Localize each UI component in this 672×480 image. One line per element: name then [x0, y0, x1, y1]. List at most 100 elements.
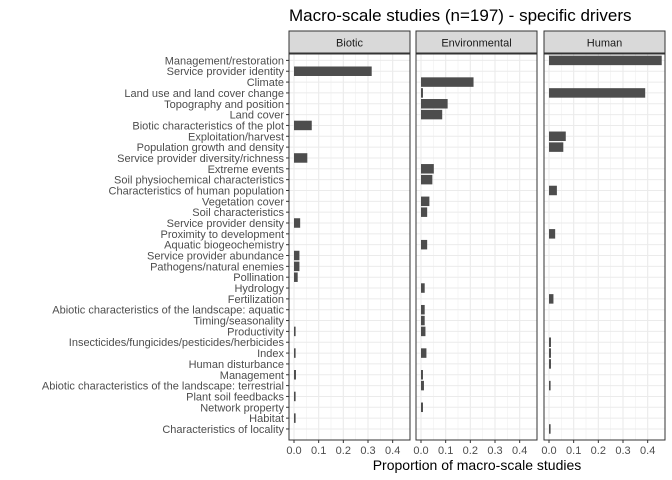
bar: [294, 218, 301, 228]
category-label: Pollination: [233, 272, 284, 284]
bar: [549, 424, 551, 434]
panel-border: [415, 53, 538, 441]
bar: [421, 370, 423, 380]
category-label: Topography and position: [164, 99, 284, 111]
bar: [549, 55, 662, 66]
bar: [549, 131, 566, 142]
bar: [421, 283, 425, 293]
bar: [421, 304, 425, 315]
category-label: Population growth and density: [137, 142, 285, 154]
x-tick-label: 0.0: [286, 445, 301, 457]
category-label: Service provider abundance: [147, 251, 284, 263]
bar: [549, 229, 556, 239]
category-label: Characteristics of locality: [162, 424, 284, 436]
x-tick-label: 0.2: [336, 445, 351, 457]
category-label: Index: [257, 348, 284, 360]
category-label: Service provider identity: [167, 66, 285, 78]
category-label: Abiotic characteristics of the landscape…: [42, 381, 284, 393]
bar: [294, 120, 312, 131]
bar: [294, 391, 296, 402]
bar: [549, 88, 646, 98]
bar: [421, 196, 430, 207]
bar: [549, 142, 564, 152]
x-tick-label: 0.1: [566, 445, 581, 457]
category-label: Fertilization: [228, 294, 284, 306]
bar: [549, 294, 554, 304]
facet-panel: Human 0.0 0.1 0.2 0.3 0.4: [541, 30, 666, 457]
bar: [294, 250, 300, 261]
bar: [294, 153, 308, 163]
bar: [294, 348, 296, 358]
x-tick-label: 0.0: [541, 445, 556, 457]
category-label: Service provider density: [167, 218, 285, 230]
facet-panel: Environmental 0.0 0.1 0.2 0.3 0.4: [413, 30, 538, 457]
bar: [294, 413, 296, 423]
category-label: Vegetation cover: [202, 196, 284, 208]
category-label: Hydrology: [234, 283, 284, 295]
category-label: Extreme events: [208, 164, 285, 176]
facet-panels: Biotic 0.0 0.1 0.2 0.3 0.4 Environmental 0.0 0.1…: [286, 30, 666, 457]
bar: [549, 337, 551, 347]
facet-strip: [415, 30, 538, 54]
bar: [549, 380, 551, 391]
panel-border: [288, 53, 411, 441]
bar: [421, 99, 448, 109]
bar: [421, 380, 424, 391]
bar: [421, 348, 427, 358]
category-label: Human disturbance: [189, 359, 284, 371]
category-label: Pathogens/natural enemies: [150, 261, 284, 273]
category-label: Climate: [247, 77, 284, 89]
category-label: Abiotic characteristics of the landscape…: [52, 305, 284, 317]
bar: [294, 326, 296, 337]
facet-strip-label: Biotic: [336, 38, 363, 50]
bar: [421, 88, 423, 98]
category-label: Biotic characteristics of the plot: [132, 120, 284, 132]
bar: [294, 370, 296, 380]
category-label: Proximity to development: [161, 229, 285, 241]
x-tick-label: 0.3: [487, 445, 502, 457]
x-axis-title: Proportion of macro-scale studies: [373, 457, 582, 473]
category-label: Timing/seasonality: [193, 316, 284, 328]
category-label: Characteristics of human population: [109, 185, 284, 197]
category-label: Management: [220, 370, 284, 382]
category-label: Aquatic biogeochemistry: [164, 240, 284, 252]
bar: [421, 109, 443, 120]
category-label: Management/restoration: [165, 55, 284, 67]
x-tick-label: 0.0: [413, 445, 428, 457]
panel-border: [543, 53, 666, 441]
category-label: Exploitation/harvest: [188, 131, 284, 143]
bar: [421, 402, 423, 413]
facet-strip-label: Environmental: [441, 38, 511, 50]
x-tick-label: 0.1: [438, 445, 453, 457]
facet-strip: [288, 30, 411, 54]
category-label: Insecticides/fungicides/pesticides/herbi…: [69, 337, 285, 349]
bar: [421, 207, 428, 217]
category-label: Soil physiochemical characteristics: [114, 175, 284, 187]
bar: [294, 272, 298, 282]
x-tick-label: 0.4: [512, 445, 527, 457]
x-tick-label: 0.1: [311, 445, 326, 457]
facet-strip: [543, 30, 666, 54]
facet-panel: Biotic 0.0 0.1 0.2 0.3 0.4: [286, 30, 411, 457]
category-label: Productivity: [227, 326, 284, 338]
bar: [421, 239, 428, 250]
x-tick-label: 0.3: [615, 445, 630, 457]
chart-title: Macro-scale studies (n=197) - specific d…: [289, 6, 631, 25]
bar: [421, 77, 474, 87]
category-label: Habitat: [249, 413, 284, 425]
category-label: Network property: [200, 402, 284, 414]
bar: [294, 261, 300, 272]
category-label: Land cover: [230, 110, 285, 122]
bar: [549, 185, 557, 196]
facet-strip-label: Human: [587, 38, 622, 50]
x-tick-label: 0.2: [591, 445, 606, 457]
x-tick-label: 0.3: [360, 445, 375, 457]
bar: [294, 66, 372, 76]
category-label: Service provider diversity/richness: [117, 153, 284, 165]
bar: [421, 174, 433, 185]
bar: [421, 164, 434, 174]
bar: [421, 315, 425, 326]
